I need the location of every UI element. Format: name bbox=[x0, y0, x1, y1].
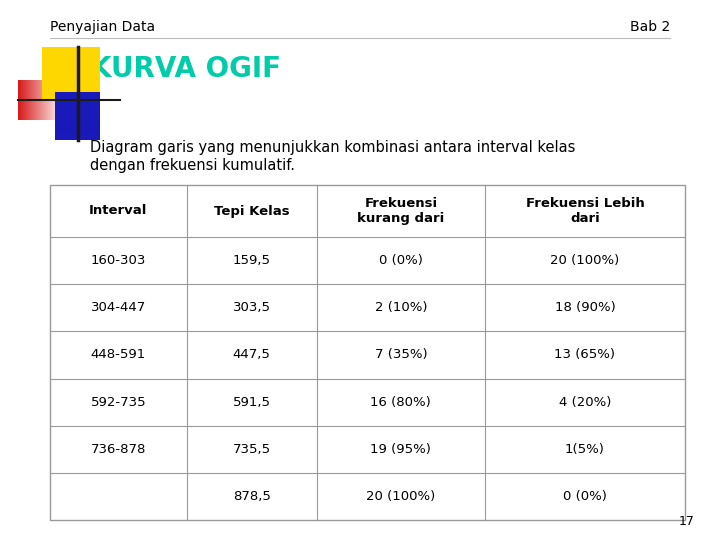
Bar bbox=[50, 185, 685, 520]
Text: 16 (80%): 16 (80%) bbox=[371, 396, 431, 409]
Text: 13 (65%): 13 (65%) bbox=[554, 348, 616, 361]
Bar bbox=[55, 92, 100, 140]
Text: 160-303: 160-303 bbox=[91, 254, 146, 267]
Text: dengan frekuensi kumulatif.: dengan frekuensi kumulatif. bbox=[90, 158, 295, 173]
Text: 736-878: 736-878 bbox=[91, 443, 146, 456]
Text: 591,5: 591,5 bbox=[233, 396, 271, 409]
Text: 1(5%): 1(5%) bbox=[565, 443, 605, 456]
Text: 4 (20%): 4 (20%) bbox=[559, 396, 611, 409]
Text: 735,5: 735,5 bbox=[233, 443, 271, 456]
Text: 20 (100%): 20 (100%) bbox=[366, 490, 436, 503]
Text: KURVA OGIF: KURVA OGIF bbox=[90, 55, 281, 83]
Text: 592-735: 592-735 bbox=[91, 396, 146, 409]
Text: 20 (100%): 20 (100%) bbox=[550, 254, 620, 267]
Text: Frekuensi Lebih
dari: Frekuensi Lebih dari bbox=[526, 197, 644, 225]
Text: 7 (35%): 7 (35%) bbox=[374, 348, 427, 361]
Text: Interval: Interval bbox=[89, 205, 148, 218]
Text: 878,5: 878,5 bbox=[233, 490, 271, 503]
Text: Tepi Kelas: Tepi Kelas bbox=[214, 205, 289, 218]
Text: 303,5: 303,5 bbox=[233, 301, 271, 314]
Text: 447,5: 447,5 bbox=[233, 348, 271, 361]
Text: Penyajian Data: Penyajian Data bbox=[50, 20, 155, 34]
Text: Diagram garis yang menunjukkan kombinasi antara interval kelas: Diagram garis yang menunjukkan kombinasi… bbox=[90, 140, 575, 155]
Text: 304-447: 304-447 bbox=[91, 301, 146, 314]
Bar bbox=[42, 47, 100, 99]
Text: 17: 17 bbox=[679, 515, 695, 528]
Text: 19 (95%): 19 (95%) bbox=[370, 443, 431, 456]
Text: Bab 2: Bab 2 bbox=[630, 20, 670, 34]
Text: 448-591: 448-591 bbox=[91, 348, 146, 361]
Text: 159,5: 159,5 bbox=[233, 254, 271, 267]
Text: Frekuensi
kurang dari: Frekuensi kurang dari bbox=[357, 197, 444, 225]
Text: 2 (10%): 2 (10%) bbox=[374, 301, 427, 314]
Text: 0 (0%): 0 (0%) bbox=[379, 254, 423, 267]
Text: 18 (90%): 18 (90%) bbox=[554, 301, 616, 314]
Text: 0 (0%): 0 (0%) bbox=[563, 490, 607, 503]
